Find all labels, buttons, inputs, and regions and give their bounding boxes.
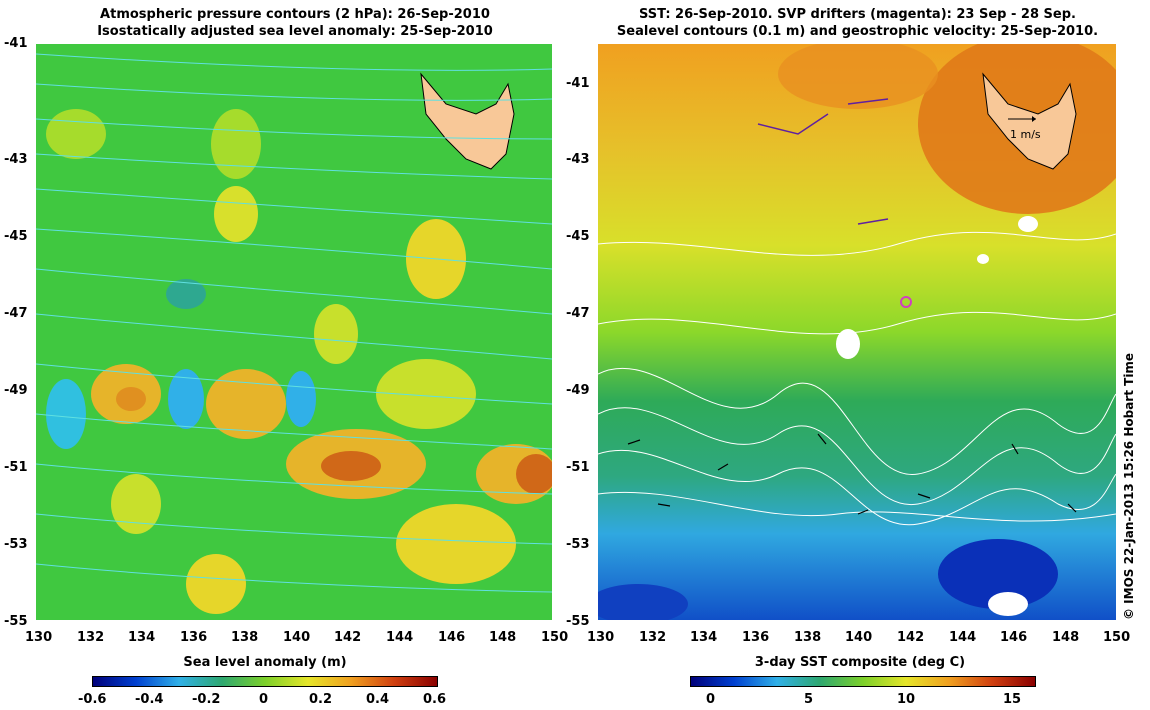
right-y-tick: -49 [566,383,590,398]
right-x-tick: 150 [1103,630,1131,645]
right-y-tick: -41 [566,76,590,91]
right-y-tick: -55 [566,614,590,629]
sst-map: 1 m/s [598,44,1116,620]
right-x-tick: 134 [690,630,718,645]
left-colorbar-tick: -0.4 [135,692,164,707]
left-x-tick: 130 [25,630,53,645]
right-x-tick: 142 [897,630,925,645]
right-x-tick: 148 [1052,630,1080,645]
right-title-line2: Sealevel contours (0.1 m) and geostrophi… [616,24,1099,39]
sea-level-anomaly-svg [36,44,552,620]
left-colorbar-tick: 0 [259,692,269,707]
left-colorbar-tick: 0.6 [423,692,447,707]
right-x-tick: 146 [1000,630,1028,645]
left-y-tick: -43 [4,152,28,167]
right-x-tick: 130 [587,630,615,645]
left-y-tick: -47 [4,306,28,321]
left-title-line2: Isostatically adjusted sea level anomaly… [97,24,493,39]
svp-drifter-tracks [757,98,912,308]
right-colorbar-tick: 15 [1003,692,1022,707]
left-x-tick: 142 [334,630,362,645]
pressure-contours [36,53,552,593]
tasmania-land [982,72,1077,170]
left-title-line1: Atmospheric pressure contours (2 hPa): 2… [100,7,490,22]
right-colorbar [690,676,1036,687]
left-colorbar-tick: 0.4 [366,692,390,707]
right-y-tick: -43 [566,152,590,167]
right-x-tick: 136 [742,630,770,645]
sea-level-anomaly-map [36,44,552,620]
anomaly-blobs [46,109,552,614]
left-y-tick: -49 [4,383,28,398]
left-x-tick: 138 [231,630,259,645]
left-x-tick: 136 [180,630,208,645]
right-x-tick: 132 [639,630,667,645]
right-colorbar-tick: 10 [897,692,916,707]
velocity-arrows [627,433,1077,515]
left-x-tick: 150 [541,630,569,645]
right-x-tick: 140 [845,630,873,645]
right-y-tick: -51 [566,460,590,475]
right-panel-title: SST: 26-Sep-2010. SVP drifters (magenta)… [600,6,1115,40]
velocity-key-label: 1 m/s [1010,128,1041,141]
right-y-tick: -47 [566,306,590,321]
copyright-label: © IMOS 22-Jan-2013 15:26 Hobart Time [1122,352,1136,620]
left-y-tick: -45 [4,229,28,244]
right-y-tick: -45 [566,229,590,244]
sealevel-contours [598,231,1116,526]
sst-svg: 1 m/s [598,44,1116,620]
tasmania-land [420,72,515,170]
right-colorbar-tick: 5 [804,692,814,707]
left-colorbar-tick: 0.2 [309,692,333,707]
left-y-tick: -55 [4,614,28,629]
left-x-tick: 132 [77,630,105,645]
left-colorbar-tick: -0.2 [192,692,221,707]
left-x-tick: 134 [128,630,156,645]
left-x-tick: 146 [438,630,466,645]
left-x-tick: 148 [489,630,517,645]
left-y-tick: -51 [4,460,28,475]
right-colorbar-tick: 0 [706,692,716,707]
left-y-tick: -53 [4,537,28,552]
velocity-key: 1 m/s [1008,116,1041,141]
right-title-line1: SST: 26-Sep-2010. SVP drifters (magenta)… [639,7,1076,22]
right-x-tick: 138 [794,630,822,645]
right-y-tick: -53 [566,537,590,552]
left-panel-title: Atmospheric pressure contours (2 hPa): 2… [60,6,530,40]
right-x-tick: 144 [949,630,977,645]
left-x-tick: 144 [386,630,414,645]
left-colorbar-tick: -0.6 [78,692,107,707]
left-colorbar [92,676,438,687]
drifter-marker [900,296,912,308]
left-colorbar-label: Sea level anomaly (m) [183,655,347,670]
left-y-tick: -41 [4,36,28,51]
left-x-tick: 140 [283,630,311,645]
right-colorbar-label: 3-day SST composite (deg C) [754,655,966,670]
